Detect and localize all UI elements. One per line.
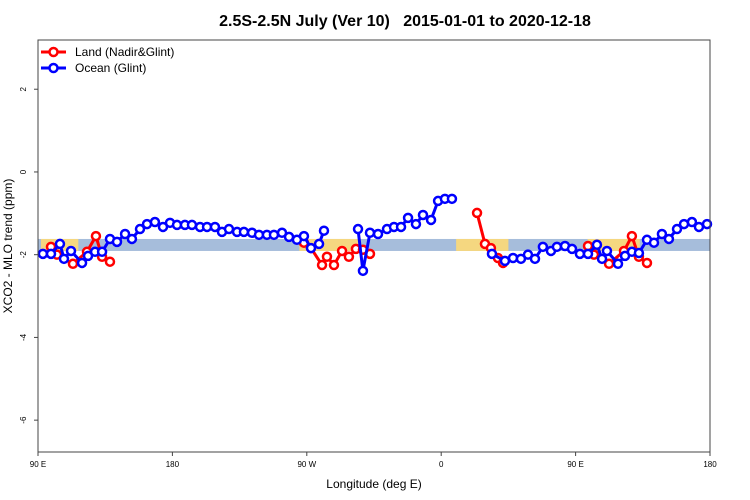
- land-data-point: [343, 251, 355, 263]
- ocean-data-point: [551, 241, 563, 253]
- ocean-data-point: [305, 242, 317, 254]
- ocean-band: [38, 238, 710, 251]
- ocean-data-point: [499, 255, 511, 267]
- ocean-data-point: [574, 248, 586, 260]
- ocean-data-point: [76, 257, 88, 269]
- ocean-data-point: [372, 228, 384, 240]
- ocean-data-point: [591, 239, 603, 251]
- ocean-data-point: [238, 226, 250, 238]
- ocean-data-point: [352, 223, 364, 235]
- ocean-data-point: [529, 253, 541, 265]
- land-data-point: [104, 256, 116, 267]
- ocean-data-point: [486, 248, 498, 260]
- ocean-data-point: [209, 221, 221, 233]
- legend-land-label: Land (Nadir&Glint): [75, 45, 174, 59]
- ocean-data-point: [633, 247, 645, 259]
- ocean-data-point: [186, 219, 198, 231]
- legend-ocean-marker: [48, 62, 59, 74]
- land-data-point: [626, 230, 638, 242]
- ocean-data-point: [45, 248, 57, 260]
- ocean-data-point: [656, 228, 668, 240]
- ocean-data-point: [364, 227, 376, 239]
- ocean-data-point: [446, 193, 458, 205]
- ocean-data-point: [601, 245, 613, 257]
- ocean-data-point: [582, 248, 594, 260]
- y-axis-label: XCO2 - MLO trend (ppm): [1, 179, 15, 314]
- ocean-data-point: [701, 218, 713, 230]
- ocean-data-point: [566, 243, 578, 255]
- x-axis-label: Longitude (deg E): [326, 477, 421, 491]
- x-tick-label: 180: [166, 460, 180, 469]
- ocean-data-point: [54, 238, 66, 250]
- ocean-data-point: [537, 241, 549, 253]
- ocean-data-point: [686, 216, 698, 228]
- y-tick-label: 2: [19, 86, 28, 91]
- ocean-data-point: [126, 233, 138, 245]
- y-tick-label: -4: [19, 333, 28, 341]
- y-tick-label: -6: [19, 416, 28, 424]
- ocean-data-point: [313, 238, 325, 250]
- x-tick-label: 90 E: [567, 460, 583, 469]
- plot-frame: [37, 39, 711, 453]
- ocean-data-point: [58, 253, 70, 265]
- land-data-point: [316, 259, 328, 271]
- ocean-data-point: [357, 265, 369, 277]
- ocean-data-point: [298, 230, 310, 242]
- land-data-point: [471, 207, 483, 219]
- y-axis: 2 0 -2 -4 -6: [19, 86, 38, 424]
- ocean-data-point: [149, 216, 161, 228]
- legend-land-marker: [48, 46, 59, 58]
- ocean-data-point: [425, 214, 437, 226]
- ocean-data-point: [134, 223, 146, 235]
- ocean-data-point: [119, 228, 131, 240]
- legend-ocean-label: Ocean (Glint): [75, 61, 146, 75]
- ocean-data-point: [693, 221, 705, 233]
- ocean-data-point: [395, 221, 407, 233]
- ocean-data-point: [65, 245, 77, 257]
- ocean-data-point: [596, 253, 608, 265]
- ocean-data-point: [648, 237, 660, 248]
- ocean-data-point: [268, 229, 280, 241]
- x-axis: 90 E 180 90 W 0 90 E 180: [30, 452, 717, 469]
- ocean-data-point: [663, 233, 675, 245]
- ocean-data-point: [223, 223, 235, 235]
- x-tick-label: 90 W: [297, 460, 316, 469]
- x-tick-label: 90 E: [30, 460, 46, 469]
- y-tick-label: -2: [19, 251, 28, 259]
- land-data-point: [641, 257, 653, 269]
- ocean-data-point: [402, 212, 414, 224]
- ocean-data-point: [111, 236, 123, 248]
- ocean-data-point: [410, 218, 422, 230]
- land-data-point: [67, 258, 79, 270]
- ocean-data-point: [417, 209, 429, 221]
- land-data-point: [90, 230, 102, 242]
- y-tick-label: 0: [19, 169, 28, 174]
- land-data-point: [328, 259, 340, 271]
- x-tick-label: 0: [439, 460, 444, 469]
- land-data-point: [321, 251, 333, 263]
- x-tick-label: 180: [703, 460, 717, 469]
- ocean-data-point: [671, 223, 683, 235]
- series-layer: [37, 193, 713, 277]
- ocean-data-point: [96, 246, 108, 258]
- ocean-data-point: [318, 225, 330, 236]
- land-band-segment: [587, 238, 640, 251]
- ocean-data-point: [37, 248, 49, 260]
- legend: Land (Nadir&Glint) Ocean (Glint): [41, 45, 174, 75]
- ocean-data-point: [612, 258, 624, 270]
- chart-title: 2.5S-2.5N July (Ver 10) 2015-01-01 to 20…: [219, 13, 591, 30]
- land-band-segment: [299, 238, 360, 251]
- land-data-point: [336, 245, 348, 257]
